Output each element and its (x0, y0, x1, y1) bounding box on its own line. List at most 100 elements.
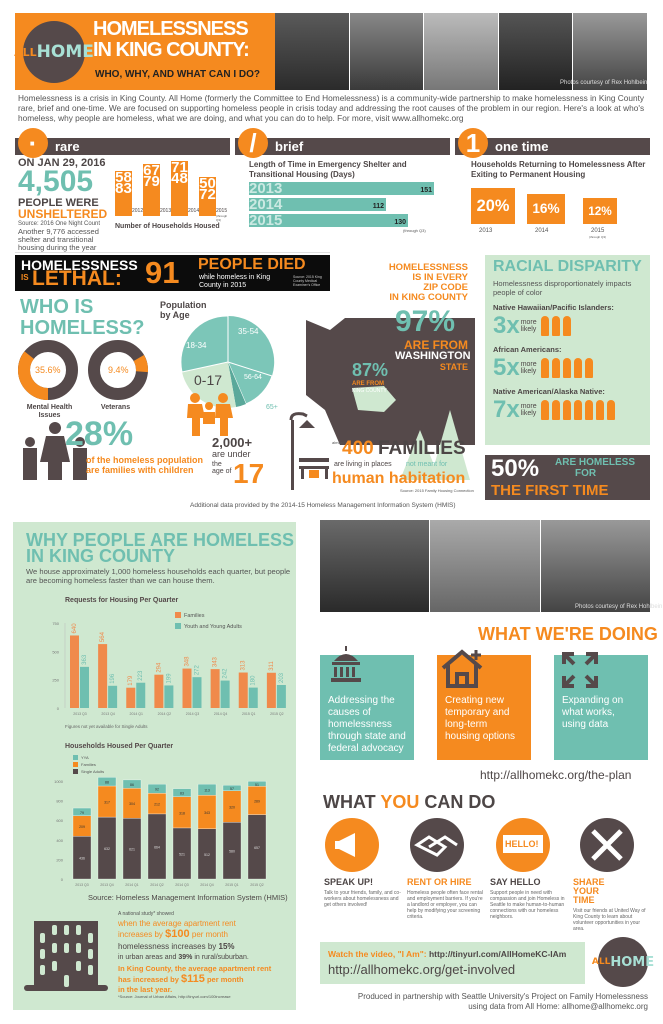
study-l3b: 15% (218, 941, 235, 951)
onetime-header: one time (455, 138, 650, 155)
under17-count: 2,000+ (212, 435, 253, 450)
x-tick-label: 2014 Q3 (186, 712, 199, 716)
bar-youth-and-young-adults (248, 687, 258, 708)
doing-text: Addressing the causes of homelessness th… (328, 695, 406, 754)
bar-value-label: 317 (104, 801, 110, 805)
brief-note: (through Q3) (403, 228, 426, 233)
mental-label: Mental Health Issues (26, 404, 73, 419)
plan-link[interactable]: http://allhomekc.org/the-plan (480, 768, 632, 782)
header-banner: ALL HOME HOMELESSNESS IN KING COUNTY: WHO… (14, 13, 275, 90)
tree-icon (430, 410, 470, 480)
racial-mult: 3x (493, 312, 520, 339)
zip-line2: IS IN EVERY (412, 272, 468, 283)
bar-families (238, 672, 248, 708)
legend-swatch (73, 755, 78, 760)
cando-item-text: Support people in need with compassion a… (490, 890, 565, 920)
get-involved-link[interactable]: http://allhomekc.org/get-involved (328, 962, 516, 977)
veterans-label: Veterans (100, 404, 131, 411)
wa-text2: WASHINGTON (395, 350, 471, 362)
more-label: more (520, 403, 537, 410)
rare-count: 4,505 (18, 165, 94, 198)
zip-line1: HOMELESSNESS (388, 262, 468, 273)
racial-title: RACIAL DISPARITY (493, 258, 642, 275)
bar-value-label: 632 (104, 847, 110, 851)
study-source: *Source: Journal of Urban Affairs, http:… (118, 993, 231, 999)
x-tick-label: 2014 Q2 (158, 712, 171, 716)
fam400-source: Source: 2015 Family Housing Connection (400, 488, 474, 493)
x-tick-label: 2014 Q4 (200, 883, 213, 887)
firsttime-pct: 50% (491, 455, 540, 482)
bar-value-label: 83 (180, 792, 184, 796)
onetime-box: 12% (583, 198, 617, 224)
kc-text2: KING COUNTY (352, 388, 387, 394)
title-line2: IN KING COUNTY: (93, 39, 250, 61)
rare-bar: 5072 (199, 176, 216, 216)
who-title-2: HOMELESS? (20, 317, 145, 339)
chart-note: Figures not yet available for Single Adu… (65, 724, 148, 729)
legend-label: Youth and Young Adults (184, 624, 242, 630)
intro-text: Homelessness is a crisis in King County.… (18, 93, 645, 123)
rent-study-text: A national study* showed when the averag… (118, 910, 298, 1000)
brief-bar-year: 2013 (249, 180, 283, 197)
fam400-habitation: human habitation (332, 470, 466, 487)
lethal-number: 91 (145, 255, 180, 290)
cando-item: SAY HELLO Support people in need with com… (490, 878, 568, 921)
brief-header: brief (235, 138, 450, 155)
legend-label: Families (81, 762, 96, 767)
x-tick-label: 2015 Q1 (225, 883, 238, 887)
bar-value-label: 320 (229, 805, 235, 809)
bar-value-label: 664 (154, 845, 160, 849)
x-tick-label: 2015 Q2 (250, 883, 263, 887)
bar-value-label: 521 (179, 852, 185, 856)
cando-title: WHAT YOU CAN DO (323, 792, 495, 813)
children-icon (187, 393, 233, 436)
households-source: Source: Homeless Management Information … (88, 893, 288, 902)
bar-value-label: 196 (110, 673, 116, 684)
brief-bar: 2013 151 (249, 180, 434, 197)
kc-l2a: has increased by (118, 975, 179, 985)
racial-group: Native American/Alaska Native: 7x more like… (493, 387, 648, 422)
photo (424, 13, 499, 90)
pie-18-34 (180, 315, 229, 373)
racial-group: African Americans: 5x more likely (493, 345, 648, 380)
x-tick-label: 2014 Q1 (130, 712, 143, 716)
y-tick-label: 500 (52, 649, 59, 654)
study-l2c: per month (191, 930, 228, 940)
bar-value-label: 512 (204, 853, 210, 857)
person-icon (584, 400, 593, 420)
lethal-banner: HOMELESSNESS IS LETHAL: 91 PEOPLE DIED w… (15, 255, 330, 291)
lethal-homelessness: HOMELESSNESS (21, 257, 138, 273)
y-tick-label: 600 (56, 818, 63, 823)
why-title: WHY PEOPLE ARE HOMELESS IN KING COUNTY (26, 530, 295, 565)
logo-home: HOME (610, 954, 655, 970)
bar-youth-and-young-adults (164, 685, 174, 708)
cando-item: SHARE YOUR TIME Visit our friends at Unit… (573, 878, 651, 933)
study-l2b: $100 (165, 928, 190, 941)
legend-swatch (73, 762, 78, 767)
kc-l2b: $115 (180, 973, 205, 986)
more-label: more (520, 319, 537, 326)
x-tick-label: 2015 Q1 (242, 712, 255, 716)
bar-value-label: 343 (213, 656, 219, 667)
age-label-65plus: 65+ (266, 404, 278, 411)
header-photos (275, 13, 648, 90)
bar-value-label: 113 (204, 789, 210, 793)
rare-another: Another 9,776 accessed shelter and trans… (18, 227, 99, 252)
kc-l1: In King County, the average apartment re… (118, 964, 272, 974)
y-tick-label: 0 (61, 877, 64, 882)
video-link[interactable]: http://tinyurl.com/AllHomeKC-IAm (428, 949, 567, 959)
bar-value-label: 92 (155, 788, 159, 792)
study-l4b: 39% (178, 953, 193, 961)
likely-label: likely (520, 326, 537, 333)
likely-label: likely (520, 368, 537, 375)
person-icon (540, 316, 549, 336)
x-tick-label: 2013 Q3 (73, 712, 86, 716)
requests-chart: Requests for Housing Per Quarter 0 250 500 7… (52, 597, 286, 729)
racial-mult: 5x (493, 354, 520, 381)
mental-donut-fill (18, 340, 78, 400)
doing-title: WHAT WE'RE DOING (478, 624, 658, 644)
why-title-1: WHY PEOPLE ARE HOMELESS (26, 530, 295, 550)
y-tick-label: 250 (52, 678, 59, 683)
bar-value-label: 203 (279, 672, 285, 683)
study-l1: when the average apartment rent (118, 919, 236, 928)
